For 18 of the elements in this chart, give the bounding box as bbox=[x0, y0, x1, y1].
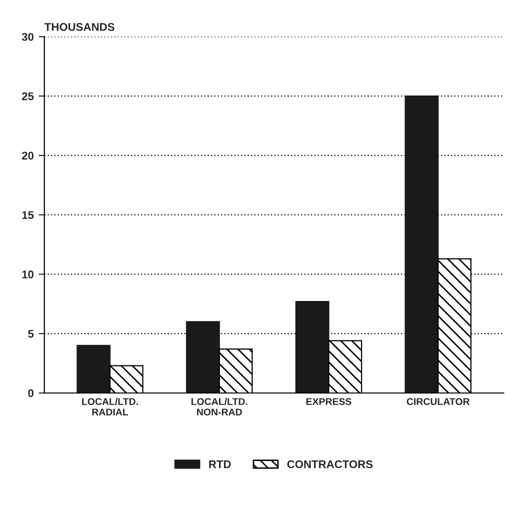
y-tick-label: 0 bbox=[28, 389, 34, 398]
y-tick-label: 15 bbox=[22, 211, 34, 219]
y-tick-label: 25 bbox=[22, 92, 34, 100]
bar bbox=[404, 96, 439, 393]
y-tick-label: 30 bbox=[22, 32, 34, 41]
x-tick-label: EXPRESS bbox=[306, 398, 352, 405]
x-tick-label: LOCAL/LTD. NON-RAD bbox=[191, 398, 248, 416]
bar bbox=[295, 300, 330, 393]
bar bbox=[76, 344, 111, 393]
y-tick-label: 20 bbox=[22, 152, 34, 160]
y-tick-label: 10 bbox=[22, 270, 34, 278]
x-tick-label: LOCAL/LTD. RADIAL bbox=[82, 398, 138, 416]
y-axis-title: THOUSANDS bbox=[44, 23, 114, 31]
legend-label: RTD bbox=[209, 460, 231, 468]
bar bbox=[186, 321, 220, 393]
legend-label: CONTRACTORS bbox=[287, 460, 373, 468]
x-tick-label: CIRCULATOR bbox=[406, 398, 470, 405]
y-tick-label: 5 bbox=[28, 330, 34, 338]
